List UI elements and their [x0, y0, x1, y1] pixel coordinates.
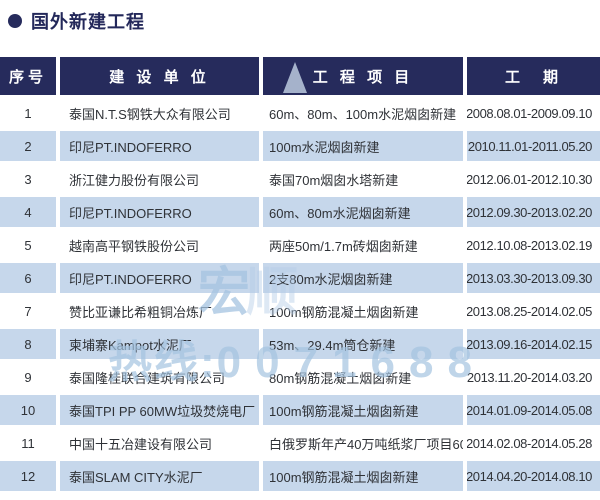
cell-company: 泰国N.T.S钢铁大众有限公司 [60, 98, 259, 128]
cell-company: 印尼PT.INDOFERRO [60, 263, 259, 293]
table-row: 4 印尼PT.INDOFERRO 60m、80m水泥烟囱新建 2012.09.3… [0, 197, 600, 227]
cell-period: 2012.09.30-2013.02.20 [467, 197, 600, 227]
cell-period: 2013.03.30-2013.09.30 [467, 263, 600, 293]
page-title: 国外新建工程 [8, 8, 145, 34]
cell-no: 3 [0, 164, 56, 194]
table-row: 1 泰国N.T.S钢铁大众有限公司 60m、80m、100m水泥烟囱新建 200… [0, 98, 600, 128]
table-row: 6 印尼PT.INDOFERRO 2支80m水泥烟囱新建 2013.03.30-… [0, 263, 600, 293]
table-row: 12 泰国SLAM CITY水泥厂 100m钢筋混凝土烟囱新建 2014.04.… [0, 461, 600, 491]
bullet-icon [8, 14, 22, 28]
cell-project: 60m、80m、100m水泥烟囱新建 [263, 98, 463, 128]
cell-project: 两座50m/1.7m砖烟囱新建 [263, 230, 463, 260]
header-cell-period: 工 期 [467, 57, 600, 95]
cell-period: 2014.04.20-2014.08.10 [467, 461, 600, 491]
header-cell-no: 序号 [0, 57, 56, 95]
cell-company: 越南高平钢铁股份公司 [60, 230, 259, 260]
cell-project: 80m钢筋混凝土烟囱新建 [263, 362, 463, 392]
table-row: 2 印尼PT.INDOFERRO 100m水泥烟囱新建 2010.11.01-2… [0, 131, 600, 161]
cell-no: 5 [0, 230, 56, 260]
cell-period: 2014.02.08-2014.05.28 [467, 428, 600, 458]
projects-table: 序号 建 设 单 位 工 程 项 目 工 期 1 泰国N.T.S钢铁大众有限公司… [0, 57, 600, 494]
cell-period: 2013.08.25-2014.02.05 [467, 296, 600, 326]
cell-company: 柬埔寨Kampot水泥厂 [60, 329, 259, 359]
cell-no: 11 [0, 428, 56, 458]
cell-period: 2008.08.01-2009.09.10 [467, 98, 600, 128]
cell-no: 12 [0, 461, 56, 491]
cell-no: 7 [0, 296, 56, 326]
cell-no: 1 [0, 98, 56, 128]
page-title-text: 国外新建工程 [31, 12, 145, 32]
cell-company: 泰国TPI PP 60MW垃圾焚烧电厂 [60, 395, 259, 425]
table-row: 10 泰国TPI PP 60MW垃圾焚烧电厂 100m钢筋混凝土烟囱新建 201… [0, 395, 600, 425]
cell-period: 2012.06.01-2012.10.30 [467, 164, 600, 194]
cell-company: 中国十五冶建设有限公司 [60, 428, 259, 458]
table-row: 9 泰国隆桂联合建筑有限公司 80m钢筋混凝土烟囱新建 2013.11.20-2… [0, 362, 600, 392]
cell-company: 浙江健力股份有限公司 [60, 164, 259, 194]
cell-company: 印尼PT.INDOFERRO [60, 197, 259, 227]
cell-no: 2 [0, 131, 56, 161]
table-header-row: 序号 建 设 单 位 工 程 项 目 工 期 [0, 57, 600, 95]
cell-no: 4 [0, 197, 56, 227]
header-cell-company: 建 设 单 位 [60, 57, 259, 95]
cell-period: 2013.09.16-2014.02.15 [467, 329, 600, 359]
cell-period: 2012.10.08-2013.02.19 [467, 230, 600, 260]
cell-period: 2013.11.20-2014.03.20 [467, 362, 600, 392]
table-body: 1 泰国N.T.S钢铁大众有限公司 60m、80m、100m水泥烟囱新建 200… [0, 98, 600, 491]
cell-project: 100m钢筋混凝土烟囱新建 [263, 395, 463, 425]
table-row: 11 中国十五冶建设有限公司 白俄罗斯年产40万吨纸浆厂项目60m烟囱新建 20… [0, 428, 600, 458]
table-row: 5 越南高平钢铁股份公司 两座50m/1.7m砖烟囱新建 2012.10.08-… [0, 230, 600, 260]
cell-no: 9 [0, 362, 56, 392]
cell-no: 10 [0, 395, 56, 425]
cell-project: 53m、29.4m筒仓新建 [263, 329, 463, 359]
table-row: 7 赞比亚谦比希粗铜冶炼厂 100m钢筋混凝土烟囱新建 2013.08.25-2… [0, 296, 600, 326]
cell-company: 泰国SLAM CITY水泥厂 [60, 461, 259, 491]
cell-project: 2支80m水泥烟囱新建 [263, 263, 463, 293]
cell-project: 100m钢筋混凝土烟囱新建 [263, 296, 463, 326]
cell-company: 赞比亚谦比希粗铜冶炼厂 [60, 296, 259, 326]
cell-project: 100m水泥烟囱新建 [263, 131, 463, 161]
cell-company: 泰国隆桂联合建筑有限公司 [60, 362, 259, 392]
cell-project: 100m钢筋混凝土烟囱新建 [263, 461, 463, 491]
cell-no: 8 [0, 329, 56, 359]
table-row: 8 柬埔寨Kampot水泥厂 53m、29.4m筒仓新建 2013.09.16-… [0, 329, 600, 359]
header-cell-project: 工 程 项 目 [263, 57, 463, 95]
cell-period: 2010.11.01-2011.05.20 [467, 131, 600, 161]
cell-project: 白俄罗斯年产40万吨纸浆厂项目60m烟囱新建 [263, 428, 463, 458]
cell-company: 印尼PT.INDOFERRO [60, 131, 259, 161]
cell-project: 泰国70m烟囱水塔新建 [263, 164, 463, 194]
table-row: 3 浙江健力股份有限公司 泰国70m烟囱水塔新建 2012.06.01-2012… [0, 164, 600, 194]
cell-period: 2014.01.09-2014.05.08 [467, 395, 600, 425]
cell-no: 6 [0, 263, 56, 293]
cell-project: 60m、80m水泥烟囱新建 [263, 197, 463, 227]
